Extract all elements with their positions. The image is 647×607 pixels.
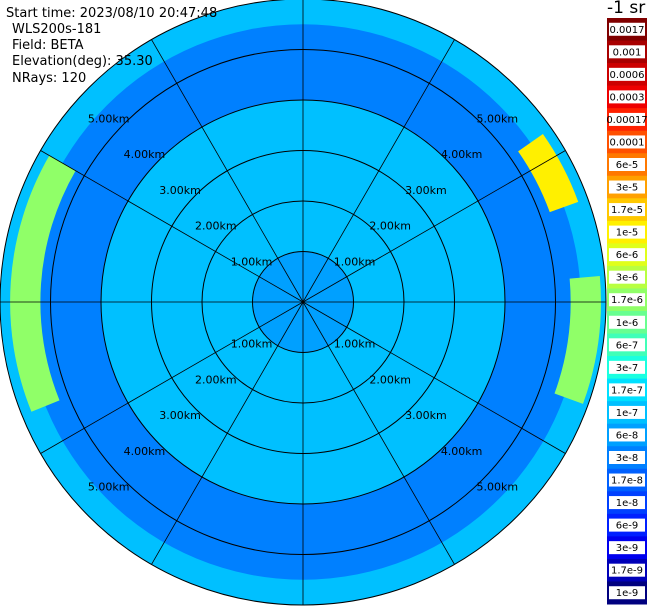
range-label-2-3: 2.00km [369, 373, 411, 386]
range-label-5-3: 5.00km [477, 481, 519, 494]
heatmap-region-3 [10, 155, 76, 412]
colorbar-label-box-14 [609, 338, 645, 352]
colorbar-tick-label-11: 3e-6 [616, 273, 639, 284]
spoke-330 [151, 39, 304, 303]
colorbar-label-box-25 [609, 586, 645, 600]
colorbar-tick-label-19: 3e-8 [616, 453, 639, 464]
colorbar-tick-label-10: 6e-6 [616, 250, 639, 261]
colorbar: 0.0017 0.001 0.0006 0.0003 0.00017 0.0001 6e-5… [606, 18, 647, 605]
spoke-210 [151, 301, 304, 565]
colorbar-label-box-9 [609, 225, 645, 239]
colorbar-unit-label: -1 sr [607, 0, 646, 18]
elevation-label: Elevation(deg): 35.30 [12, 54, 153, 69]
colorbar-tick-label-4: 0.00017 [606, 115, 647, 126]
colorbar-label-box-17 [609, 405, 645, 419]
colorbar-tick-label-0: 0.0017 [610, 25, 645, 36]
colorbar-label-box-11 [609, 270, 645, 284]
spoke-240 [40, 301, 304, 454]
colorbar-tick-label-5: 0.0001 [610, 137, 645, 148]
colorbar-label-box-19 [609, 451, 645, 464]
range-label-4-1: 4.00km [441, 148, 483, 161]
colorbar-tick-label-6: 6e-5 [616, 160, 639, 171]
colorbar-tick-label-3: 0.0003 [610, 92, 645, 103]
range-label-1-1: 1.00km [334, 255, 376, 268]
range-label-3-2: 3.00km [159, 409, 201, 422]
colorbar-tick-label-1: 0.001 [613, 47, 642, 58]
colorbar-tick-label-2: 0.0006 [610, 70, 645, 81]
spoke-300 [40, 150, 304, 303]
colorbar-tick-label-24: 1.7e-9 [611, 566, 643, 577]
colorbar-label-box-7 [609, 180, 645, 194]
colorbar-label-box-5 [609, 135, 645, 149]
nrays-label: NRays: 120 [12, 71, 87, 86]
colorbar-tick-label-8: 1.7e-5 [611, 205, 643, 216]
colorbar-label-box-13 [609, 315, 645, 329]
colorbar-tick-label-25: 1e-9 [616, 588, 639, 599]
spoke-30 [302, 39, 455, 303]
colorbar-tick-label-21: 1e-8 [616, 498, 639, 509]
colorbar-label-box-10 [609, 248, 645, 262]
colorbar-tick-label-17: 1e-7 [616, 408, 639, 419]
colorbar-label-box-0 [609, 22, 645, 36]
range-label-3-3: 3.00km [405, 409, 447, 422]
start-time-label: Start time: 2023/08/10 20:47:48 [6, 6, 218, 21]
colorbar-label-box-1 [609, 45, 645, 59]
range-label-1-3: 1.00km [334, 338, 376, 351]
range-label-4-0: 4.00km [124, 148, 166, 161]
range-label-1-2: 1.00km [231, 338, 273, 351]
colorbar-label-box-24 [609, 563, 645, 577]
colorbar-tick-label-9: 1e-5 [616, 228, 639, 239]
colorbar-tick-label-16: 1.7e-7 [611, 385, 643, 396]
colorbar-label-box-16 [609, 383, 645, 397]
colorbar-tick-label-22: 6e-9 [616, 521, 639, 532]
range-label-3-0: 3.00km [159, 184, 201, 197]
heatmap-region-4 [518, 133, 579, 213]
colorbar-tick-label-13: 1e-6 [616, 318, 639, 329]
spoke-120 [302, 301, 566, 454]
colorbar-label-box-12 [609, 293, 645, 307]
colorbar-label-box-18 [609, 428, 645, 442]
range-label-2-0: 2.00km [195, 220, 237, 233]
colorbar-tick-label-14: 6e-7 [616, 340, 639, 351]
range-label-1-0: 1.00km [231, 255, 273, 268]
range-label-5-2: 5.00km [88, 481, 130, 494]
colorbar-label-box-3 [609, 90, 645, 104]
range-label-2-2: 2.00km [195, 373, 237, 386]
colorbar-label-box-6 [609, 158, 645, 171]
device-label: WLS200s-181 [12, 22, 102, 37]
range-label-3-1: 3.00km [405, 184, 447, 197]
range-label-4-3: 4.00km [441, 445, 483, 458]
range-label-5-1: 5.00km [477, 112, 519, 125]
range-label-4-2: 4.00km [124, 445, 166, 458]
colorbar-label-box-4 [609, 112, 645, 126]
field-label: Field: BETA [12, 38, 84, 53]
colorbar-tick-label-20: 1.7e-8 [611, 476, 643, 487]
colorbar-label-box-23 [609, 541, 645, 555]
range-label-5-0: 5.00km [88, 112, 130, 125]
colorbar-label-box-21 [609, 496, 645, 510]
heatmap-cells [0, 0, 606, 605]
spoke-60 [302, 150, 566, 303]
colorbar-tick-label-7: 3e-5 [616, 183, 639, 194]
spoke-150 [302, 301, 455, 565]
colorbar-tick-label-23: 3e-9 [616, 543, 639, 554]
colorbar-tick-label-12: 1.7e-6 [611, 295, 643, 306]
colorbar-tick-label-18: 6e-8 [616, 430, 639, 441]
colorbar-label-box-8 [609, 203, 645, 217]
colorbar-label-box-20 [609, 473, 645, 487]
colorbar-label-box-2 [609, 67, 645, 81]
heatmap-region-5 [554, 276, 601, 404]
range-label-2-1: 2.00km [369, 220, 411, 233]
colorbar-label-box-15 [609, 360, 645, 374]
colorbar-tick-label-15: 3e-7 [616, 363, 639, 374]
colorbar-label-box-22 [609, 518, 645, 532]
polar-grid [0, 0, 607, 606]
range-labels: 1.00km 1.00km 1.00km 1.00km 2.00km 2.00km 2.00… [88, 112, 518, 493]
